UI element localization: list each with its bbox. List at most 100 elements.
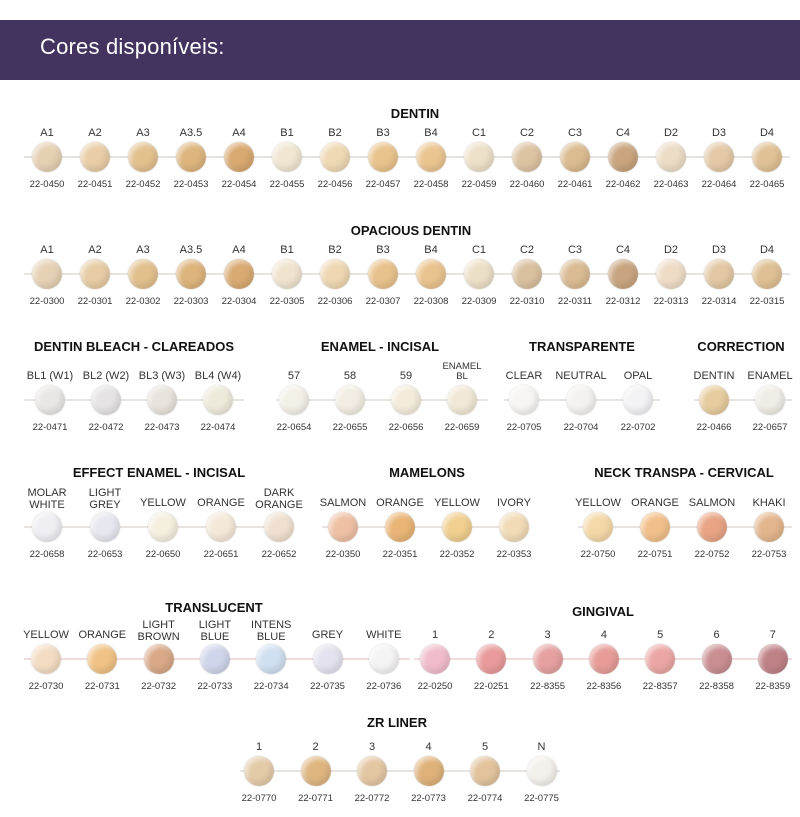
shade-code: 22-0460 xyxy=(509,179,545,190)
shade-label: 6 xyxy=(713,629,720,641)
shade-code: 22-0750 xyxy=(580,549,616,560)
shade-code: 22-0315 xyxy=(749,296,785,307)
shade-swatch xyxy=(206,512,236,542)
shade-code: 22-0457 xyxy=(365,179,401,190)
shade-swatch xyxy=(512,142,542,172)
shade-swatch xyxy=(704,259,734,289)
shade-label: B4 xyxy=(424,244,438,256)
shade-label: C2 xyxy=(519,244,535,256)
shade-swatch xyxy=(623,385,653,415)
shade-label: DARK ORANGE xyxy=(255,487,303,511)
shade-label: B3 xyxy=(376,244,390,256)
shade-label: 4 xyxy=(600,629,607,641)
shade-swatch xyxy=(704,142,734,172)
shade-swatch xyxy=(224,142,254,172)
shade-label: YELLOW xyxy=(434,497,480,509)
shade-label: D3 xyxy=(711,127,727,139)
shade-swatch xyxy=(413,756,444,786)
shade-swatch xyxy=(300,756,331,786)
shade-swatch xyxy=(244,756,274,786)
shade-code: 22-0774 xyxy=(467,793,503,804)
shade-swatch xyxy=(224,259,254,289)
shade-code: 22-0752 xyxy=(694,549,730,560)
shade-swatch xyxy=(368,644,399,674)
shade-code: 22-0311 xyxy=(557,296,593,307)
shade-label: 3 xyxy=(368,741,376,753)
shade-code: 22-0303 xyxy=(173,296,209,307)
shade-label: 2 xyxy=(312,741,319,753)
shade-code: 22-0734 xyxy=(253,681,289,692)
shade-label: KHAKI xyxy=(752,497,786,509)
shade-label: A3 xyxy=(136,127,150,139)
shade-code: 22-8355 xyxy=(530,681,566,692)
shade-code: 22-0461 xyxy=(557,179,593,190)
shade-label: A3 xyxy=(136,244,150,256)
shade-label: 5 xyxy=(481,741,489,753)
shade-swatch xyxy=(755,385,785,415)
shade-swatch xyxy=(697,512,727,542)
shade-label: D3 xyxy=(711,244,727,256)
shade-code: 22-0455 xyxy=(269,179,305,190)
shade-label: C3 xyxy=(567,127,583,139)
shade-code: 22-0454 xyxy=(221,179,257,190)
shade-swatch xyxy=(147,385,177,415)
section-title-correction: CORRECTION xyxy=(697,339,785,354)
shade-swatch xyxy=(566,385,596,415)
shade-code: 22-0302 xyxy=(125,296,161,307)
shade-code: 22-8356 xyxy=(586,681,622,692)
shade-label: D2 xyxy=(663,244,679,256)
section-divider xyxy=(578,526,792,528)
page-title: Cores disponíveis: xyxy=(40,34,225,59)
shade-code: 22-0655 xyxy=(332,422,368,433)
page-header: Cores disponíveis: xyxy=(0,20,800,80)
shade-swatch xyxy=(328,512,358,542)
shade-code: 22-0659 xyxy=(444,422,480,433)
shade-label: 5 xyxy=(657,629,664,641)
shade-label: 3 xyxy=(544,629,551,641)
shade-swatch xyxy=(391,385,421,415)
shade-label: LIGHT BLUE xyxy=(198,619,232,643)
shade-swatch xyxy=(176,142,206,172)
shade-swatch xyxy=(128,259,158,289)
shade-label: B4 xyxy=(424,127,438,139)
shade-code: 22-0463 xyxy=(653,179,689,190)
shade-label: C2 xyxy=(519,127,535,139)
shade-swatch xyxy=(320,259,350,289)
shade-label: LIGHT BROWN xyxy=(137,619,180,643)
section-title-gingival: GINGIVAL xyxy=(572,604,634,619)
shade-swatch xyxy=(509,385,539,415)
shade-label: 7 xyxy=(769,629,776,641)
shade-swatch xyxy=(701,644,732,674)
shade-swatch xyxy=(583,512,613,542)
shade-label: A2 xyxy=(88,127,102,139)
shade-swatch xyxy=(87,644,118,674)
shade-label: ORANGE xyxy=(376,497,424,509)
shade-code: 22-0462 xyxy=(605,179,641,190)
shade-label: 1 xyxy=(255,741,263,753)
shade-label: BL1 (W1) xyxy=(26,370,74,382)
shade-code: 22-0471 xyxy=(32,422,68,433)
shade-label: 2 xyxy=(488,629,495,641)
shade-code: 22-0353 xyxy=(496,549,532,560)
shade-swatch xyxy=(420,644,450,674)
shade-label: YELLOW xyxy=(140,497,186,509)
shade-swatch xyxy=(272,142,302,172)
shade-label: ENAMEL BL xyxy=(442,361,482,382)
shade-code: 22-0730 xyxy=(28,681,64,692)
shade-code: 22-0313 xyxy=(653,296,689,307)
shade-swatch xyxy=(499,512,529,542)
shade-code: 22-0658 xyxy=(29,549,65,560)
shade-code: 22-0309 xyxy=(461,296,497,307)
shade-label: A2 xyxy=(88,244,102,256)
shade-code: 22-0704 xyxy=(563,422,599,433)
shade-swatch xyxy=(32,512,62,542)
shade-swatch xyxy=(526,756,557,786)
shade-code: 22-0654 xyxy=(276,422,312,433)
shade-label: YELLOW xyxy=(23,629,69,641)
shade-swatch xyxy=(203,385,233,415)
shade-code: 22-0458 xyxy=(413,179,449,190)
section-divider xyxy=(24,399,244,401)
shade-swatch xyxy=(532,644,563,674)
shade-swatch xyxy=(512,259,542,289)
shade-code: 22-0305 xyxy=(269,296,305,307)
